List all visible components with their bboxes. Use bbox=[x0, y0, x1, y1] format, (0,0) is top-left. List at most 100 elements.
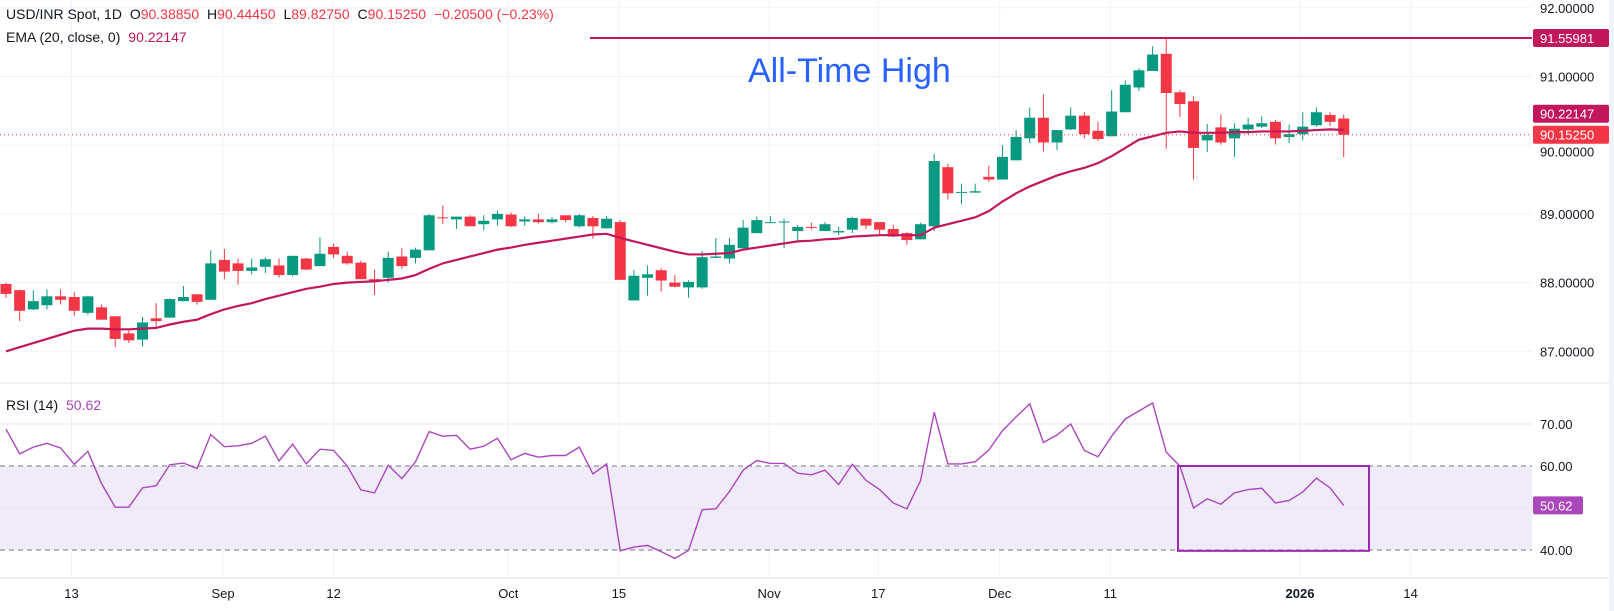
candle bbox=[1160, 38, 1172, 149]
candle-body bbox=[887, 229, 899, 237]
candle-body bbox=[805, 226, 817, 228]
overlay bbox=[0, 37, 1532, 353]
time-axis-label: Nov bbox=[757, 586, 781, 601]
candle-body bbox=[519, 219, 531, 222]
candle-body bbox=[150, 318, 162, 322]
rsi-axis-label: 70.00 bbox=[1540, 417, 1573, 432]
candle-body bbox=[505, 214, 517, 227]
candle bbox=[177, 286, 189, 302]
candle bbox=[819, 222, 831, 232]
candle-body bbox=[683, 281, 694, 288]
candle bbox=[1310, 107, 1322, 127]
candle bbox=[423, 213, 435, 251]
last-price-label: 90.15250 bbox=[1533, 125, 1609, 144]
ath-price-label-text: 91.55981 bbox=[1540, 31, 1594, 46]
candle bbox=[546, 217, 558, 224]
ema-label: EMA (20, close, 0) bbox=[6, 29, 121, 45]
candle-body bbox=[723, 244, 735, 259]
candle bbox=[696, 250, 708, 289]
candle bbox=[655, 268, 667, 292]
rsi-value-label-bg bbox=[1533, 496, 1583, 515]
last-price-label-bg bbox=[1533, 125, 1609, 144]
rsi-legend[interactable]: RSI (14) 50.62 bbox=[6, 397, 105, 413]
candle bbox=[14, 289, 26, 322]
candle bbox=[464, 215, 476, 227]
candle-body bbox=[1269, 121, 1281, 139]
candle-body bbox=[819, 224, 831, 232]
candle-body bbox=[1338, 118, 1350, 135]
candle-body bbox=[1078, 115, 1090, 135]
ath-price-label: 91.55981 bbox=[1533, 29, 1609, 48]
candle-body bbox=[259, 259, 271, 267]
candle-body bbox=[96, 307, 108, 320]
candle bbox=[942, 163, 954, 200]
candle bbox=[833, 226, 845, 236]
candle bbox=[860, 218, 872, 230]
candle-body bbox=[778, 221, 790, 223]
candle bbox=[1229, 123, 1240, 157]
candle-body bbox=[1147, 54, 1159, 72]
time-axis-label: 14 bbox=[1403, 586, 1417, 601]
axes: 13 Sep 12 Oct 15 Nov 17 Dec 11 2026 14 92.00000 91.0… bbox=[64, 1, 1609, 601]
candle bbox=[314, 237, 326, 267]
candle bbox=[1324, 112, 1336, 126]
candle bbox=[928, 154, 940, 232]
candle-body bbox=[1174, 92, 1186, 104]
candle-body bbox=[901, 233, 913, 241]
candle bbox=[764, 215, 776, 224]
candle-body bbox=[1201, 134, 1213, 141]
candle bbox=[996, 145, 1008, 180]
price-axis-label: 88.00000 bbox=[1540, 276, 1594, 291]
candle-body bbox=[737, 227, 749, 249]
candle-body bbox=[287, 255, 299, 276]
candle bbox=[573, 213, 585, 228]
candle-body bbox=[1051, 130, 1063, 143]
time-axis-label: Dec bbox=[988, 586, 1012, 601]
candle bbox=[27, 290, 39, 311]
open-label: O bbox=[129, 6, 141, 22]
time-axis-label: Oct bbox=[498, 586, 519, 601]
candle-body bbox=[328, 246, 340, 255]
candle-body bbox=[423, 215, 435, 251]
candle bbox=[437, 205, 449, 225]
candle-body bbox=[983, 176, 995, 180]
low-label: L bbox=[283, 6, 292, 22]
candle bbox=[1256, 116, 1268, 129]
candle-body bbox=[396, 256, 408, 267]
candle-body bbox=[177, 297, 189, 302]
candle bbox=[915, 222, 927, 240]
candle bbox=[1147, 46, 1159, 72]
candle-body bbox=[314, 253, 326, 267]
close-label: C bbox=[357, 6, 368, 22]
candle-body bbox=[874, 222, 886, 230]
symbol-title: USD/INR Spot, 1D bbox=[6, 6, 122, 22]
candle-body bbox=[341, 255, 353, 264]
candle-body bbox=[1188, 101, 1200, 148]
candle bbox=[874, 222, 886, 236]
candle-body bbox=[82, 296, 94, 313]
candle-body bbox=[1283, 134, 1295, 137]
candle bbox=[1092, 121, 1104, 142]
candle bbox=[341, 251, 353, 265]
candle bbox=[683, 280, 694, 298]
candle-body bbox=[218, 259, 230, 272]
candle-body bbox=[1010, 136, 1022, 161]
candle-body bbox=[1024, 117, 1036, 139]
candle-body bbox=[491, 213, 503, 220]
candle-body bbox=[1310, 112, 1322, 126]
candle-body bbox=[410, 249, 421, 258]
ema-legend[interactable]: EMA (20, close, 0) 90.22147 bbox=[6, 29, 191, 45]
candle bbox=[382, 251, 394, 283]
candle bbox=[1283, 124, 1295, 144]
candle-body bbox=[123, 333, 135, 341]
candle-body bbox=[1133, 70, 1145, 88]
candle-body bbox=[628, 275, 640, 301]
candle bbox=[505, 212, 517, 227]
candle bbox=[82, 295, 94, 315]
candle-body bbox=[751, 220, 763, 234]
price-axis-label: 90.00000 bbox=[1540, 145, 1594, 160]
candle bbox=[956, 183, 967, 205]
candle bbox=[232, 258, 244, 285]
